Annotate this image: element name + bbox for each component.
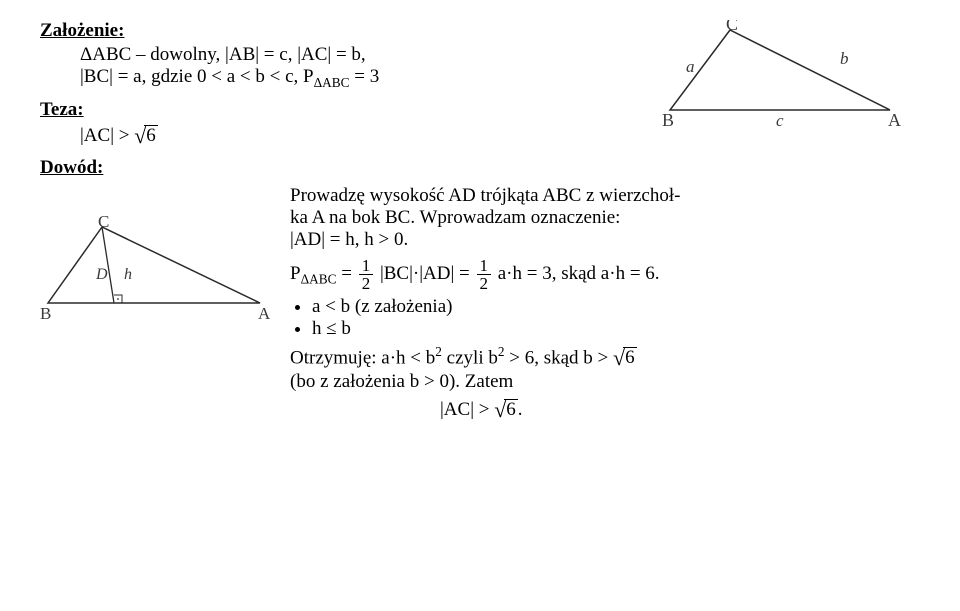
svg-text:A: A: [258, 304, 271, 323]
concl-radicand: 6: [623, 347, 637, 367]
eq-b: =: [336, 263, 356, 284]
eq-a: P: [290, 263, 301, 284]
concl-sqrt: √6: [613, 345, 637, 371]
eq-frac2-den: 2: [477, 274, 492, 292]
svg-text:c: c: [776, 111, 784, 130]
assumption-line2a: |BC| = a, gdzie 0 < a < b < c, P: [80, 66, 314, 87]
top-row: Założenie: ΔABC – dowolny, |AB| = c, |AC…: [40, 20, 920, 181]
assumption-line2b: = 3: [349, 66, 379, 87]
proof-p1b: ka A na bok BC. Wprowadzam oznaczenie:: [290, 207, 920, 229]
assumption-line1: ΔABC – dowolny, |AB| = c, |AC| = b,: [80, 44, 640, 66]
final-a: |AC| >: [440, 399, 494, 420]
proof-text-column: Prowadzę wysokość AD trójkąta ABC z wier…: [290, 185, 920, 423]
triangle1-svg: C B Aa b c: [660, 20, 920, 130]
thesis-sqrt: √6: [134, 123, 158, 149]
proof-equation: PΔABC = 12 |BC|·|AD| = 12 a·h = 3, skąd …: [290, 257, 920, 292]
concl-sup1: 2: [435, 344, 442, 359]
triangle-figure-2: C B A Dh: [40, 185, 290, 331]
eq-c: |BC|·|AD| =: [380, 263, 475, 284]
eq-frac1: 12: [359, 257, 374, 292]
thesis-line: |AC| > √6: [80, 123, 640, 149]
svg-text:D: D: [95, 266, 108, 283]
concl-a: Otrzymuję: a·h < b: [290, 347, 435, 368]
triangle-figure-1: C B Aa b c: [660, 20, 920, 136]
proof-conclusion-line2: (bo z założenia b > 0). Zatem: [290, 371, 920, 393]
svg-text:A: A: [888, 110, 901, 130]
proof-bullets: a < b (z założenia) h ≤ b: [290, 296, 920, 340]
proof-heading: Dowód:: [40, 157, 640, 179]
assumption-line2: |BC| = a, gdzie 0 < a < b < c, PΔABC = 3: [80, 66, 640, 91]
concl-sup2: 2: [498, 344, 505, 359]
proof-p1a: Prowadzę wysokość AD trójkąta ABC z wier…: [290, 185, 920, 207]
proof-final: |AC| > √6.: [440, 397, 920, 423]
proof-conclusion-line1: Otrzymuję: a·h < b2 czyli b2 > 6, skąd b…: [290, 344, 920, 371]
svg-text:C: C: [726, 20, 738, 34]
svg-text:B: B: [40, 304, 51, 323]
eq-frac1-num: 1: [359, 257, 374, 274]
eq-frac2: 12: [477, 257, 492, 292]
proof-p1c: |AD| = h, h > 0.: [290, 229, 920, 251]
final-radicand: 6: [504, 399, 518, 419]
bullet-2: h ≤ b: [312, 318, 920, 340]
svg-text:a: a: [686, 57, 695, 76]
thesis-lhs: |AC| >: [80, 125, 134, 146]
eq-frac2-num: 1: [477, 257, 492, 274]
concl-c: > 6, skąd b >: [505, 347, 614, 368]
eq-sub: ΔABC: [301, 271, 337, 286]
proof-row: C B A Dh Prowadzę wysokość AD trójkąta ABC …: [40, 185, 920, 423]
final-b: .: [518, 399, 523, 420]
triangle2-svg: C B A Dh: [40, 215, 280, 325]
eq-d: a·h = 3, skąd a·h = 6.: [498, 263, 660, 284]
eq-frac1-den: 2: [359, 274, 374, 292]
thesis-radicand: 6: [144, 125, 158, 145]
final-sqrt: √6: [494, 397, 518, 423]
bullet-1: a < b (z założenia): [312, 296, 920, 318]
assumption-heading: Założenie:: [40, 20, 640, 42]
svg-text:B: B: [662, 110, 674, 130]
thesis-heading: Teza:: [40, 99, 640, 121]
concl-b: czyli b: [442, 347, 498, 368]
assumption-line2-sub: ΔABC: [314, 75, 350, 90]
top-text-column: Założenie: ΔABC – dowolny, |AB| = c, |AC…: [40, 20, 640, 181]
svg-text:C: C: [98, 215, 109, 231]
svg-text:b: b: [840, 49, 849, 68]
svg-text:h: h: [124, 266, 132, 283]
